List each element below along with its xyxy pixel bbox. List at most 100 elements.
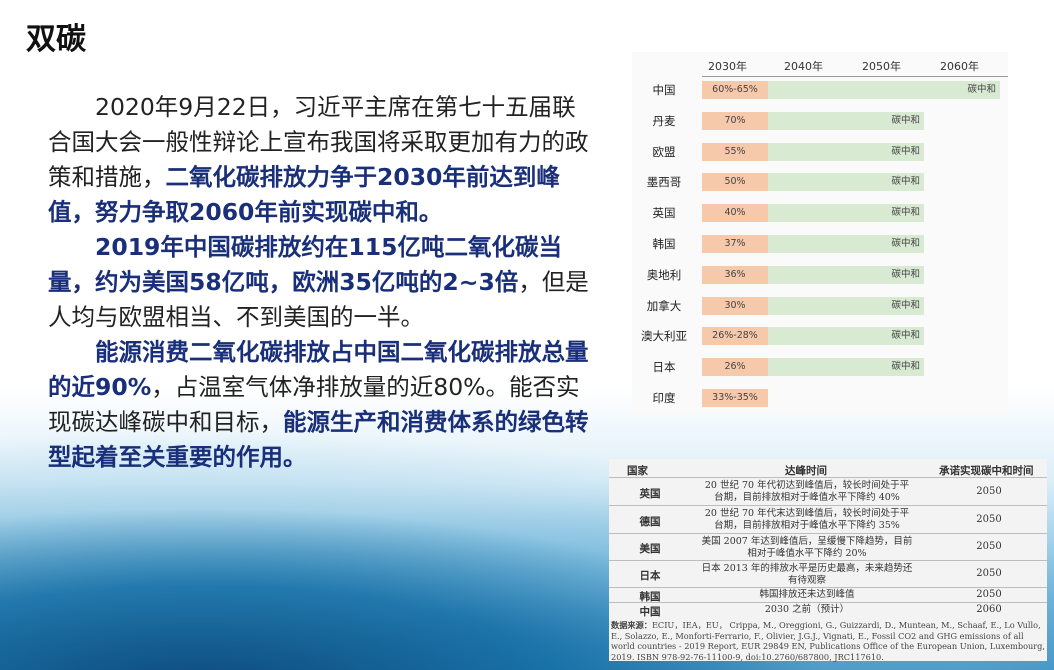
reduction-target-bar: 55% xyxy=(702,142,768,161)
reduction-target-bar: 26%-28% xyxy=(702,327,768,346)
country-label: 英国 xyxy=(652,206,676,221)
peak-neutral-table: 国家 达峰时间 承诺实现碳中和时间 数据来源：ECIU，IEA，EU， Crip… xyxy=(609,459,1047,662)
reduction-target-bar: 26% xyxy=(702,358,768,377)
year-header: 2050年 xyxy=(862,60,901,73)
neutral-target-bar: 碳中和 xyxy=(768,235,924,253)
country-label: 加拿大 xyxy=(646,298,682,313)
neutral-target-bar: 碳中和 xyxy=(768,173,924,192)
peak-time-line: 20 世纪 70 年代初达到峰值后，较长时间处于平 xyxy=(704,480,910,491)
reduction-target-bar: 70% xyxy=(702,111,768,130)
peak-time-line: 美国 2007 年达到峰值后，呈缓慢下降趋势，目前 xyxy=(701,536,913,547)
peak-time-line: 2030 之前（预计） xyxy=(764,604,850,615)
neutral-year-cell: 2060 xyxy=(976,604,1002,615)
country-label: 奥地利 xyxy=(646,267,682,282)
paragraph-3: 能源消费二氧化碳排放占中国二氧化碳排放总量的近90%，占温室气体净排放量的近80… xyxy=(48,335,596,475)
text-run: ，占温室气体净排放量的近80%。能否实现碳达峰碳中和目标， xyxy=(48,373,580,436)
country-cell: 德国 xyxy=(639,515,661,528)
timeline-row: 欧盟 55% 碳中和 xyxy=(632,142,1008,162)
neutral-target-bar: 碳中和 xyxy=(768,327,924,346)
timeline-row: 日本 26% 碳中和 xyxy=(632,357,1008,377)
timeline-row: 丹麦 70% 碳中和 xyxy=(632,111,1008,131)
paragraph-2: 2019年中国碳排放约在115亿吨二氧化碳当量，约为美国58亿吨，欧洲35亿吨的… xyxy=(48,230,596,335)
carbon-timeline-table: 2030年 2040年 2050年 2060年 中国 60%-65% 碳中和 丹麦 70% 碳中和… xyxy=(632,52,1008,414)
neutral-target-bar: 碳中和 xyxy=(768,81,1000,99)
country-label: 中国 xyxy=(652,83,676,97)
country-label: 韩国 xyxy=(652,237,676,251)
peak-time-line: 相对于峰值水平下降约 20% xyxy=(747,548,867,559)
col-header-peak: 达峰时间 xyxy=(785,465,827,477)
year-header: 2030年 xyxy=(708,60,747,73)
table-row: 美国 美国 2007 年达到峰值后，呈缓慢下降趋势，目前 相对于峰值水平下降约 20… xyxy=(609,533,1047,561)
peak-time-line: 台期，目前排放相对于峰值水平下降约 40% xyxy=(714,492,900,503)
table-row: 德国 20 世纪 70 年代末达到峰值后，较长时间处于平 台期，目前排放相对于峰值水… xyxy=(609,505,1047,534)
highlight-run: 能源生产和消费体系的绿色转型起着至关重要的作用。 xyxy=(48,408,589,471)
timeline-row: 印度 33%-35% xyxy=(632,388,1008,408)
country-cell: 韩国 xyxy=(639,591,661,603)
slide-body: 2020年9月22日，习近平主席在第七十五届联合国大会一般性辩论上宣布我国将采取… xyxy=(48,90,596,475)
year-header: 2060年 xyxy=(940,60,979,73)
timeline-axis xyxy=(702,76,1008,77)
peak-time-line: 20 世纪 70 年代末达到峰值后，较长时间处于平 xyxy=(704,508,910,519)
timeline-row: 加拿大 30% 碳中和 xyxy=(632,296,1008,316)
paragraph-1: 2020年9月22日，习近平主席在第七十五届联合国大会一般性辩论上宣布我国将采取… xyxy=(48,90,596,230)
peak-time-line: 台期，目前排放相对于峰值水平下降约 35% xyxy=(714,520,900,531)
text-run: 2020年9月22日，习近平主席在第七十五届联合国大会一般性辩论上宣布我国将采取… xyxy=(48,93,589,191)
neutral-target-bar: 碳中和 xyxy=(768,142,924,161)
highlight-run: 二氧化碳排放力争于2030年前达到峰值，努力争取2060年前实现碳中和。 xyxy=(48,163,560,226)
neutral-year-cell: 2050 xyxy=(976,513,1002,525)
reduction-target-bar: 33%-35% xyxy=(702,389,768,407)
country-cell: 英国 xyxy=(639,487,661,500)
reduction-target-bar: 30% xyxy=(702,296,768,315)
col-header-country: 国家 xyxy=(627,465,648,477)
timeline-row: 奥地利 36% 碳中和 xyxy=(632,265,1008,285)
country-label: 墨西哥 xyxy=(646,175,682,190)
neutral-year-cell: 2050 xyxy=(976,589,1002,600)
peak-time-cell: 2030 之前（预计） xyxy=(691,604,923,616)
col-header-neutral: 承诺实现碳中和时间 xyxy=(939,465,1034,477)
peak-time-line: 有待观察 xyxy=(787,575,826,586)
peak-time-cell: 20 世纪 70 年代初达到峰值后，较长时间处于平 台期，目前排放相对于峰值水平下… xyxy=(691,480,923,504)
neutral-target-bar: 碳中和 xyxy=(768,296,924,315)
table-row: 韩国 韩国排放还未达到峰值 2050 xyxy=(609,587,1047,603)
year-header: 2040年 xyxy=(784,60,823,73)
country-cell: 日本 xyxy=(639,570,661,582)
timeline-row: 韩国 37% 碳中和 xyxy=(632,234,1008,254)
neutral-target-bar: 碳中和 xyxy=(768,358,924,377)
neutral-target-bar: 碳中和 xyxy=(768,204,924,223)
source-text: ECIU，IEA，EU， Crippa, M., Oreggioni, G., … xyxy=(611,620,1046,662)
country-label: 印度 xyxy=(652,391,676,405)
neutral-target-bar: 碳中和 xyxy=(768,265,924,284)
neutral-year-cell: 2050 xyxy=(976,568,1002,579)
peak-time-cell: 日本 2013 年的排放水平是历史最高，未来趋势还 有待观察 xyxy=(691,563,923,587)
country-label: 丹麦 xyxy=(652,113,676,128)
timeline-row: 中国 60%-65% 碳中和 xyxy=(632,80,1008,100)
neutral-year-cell: 2050 xyxy=(976,541,1002,552)
slide-title: 双碳 xyxy=(26,22,86,57)
highlight-run: 能源消费二氧化碳排放占中国二氧化碳排放总量的近90% xyxy=(48,338,589,401)
table-row: 英国 20 世纪 70 年代初达到峰值后，较长时间处于平 台期，目前排放相对于峰值水… xyxy=(609,477,1047,506)
reduction-target-bar: 40% xyxy=(702,204,768,223)
timeline-row: 英国 40% 碳中和 xyxy=(632,203,1008,223)
country-label: 日本 xyxy=(652,360,676,375)
source-label: 数据来源： xyxy=(611,620,652,630)
text-run: ，但是人均与欧盟相当、不到美国的一半。 xyxy=(48,268,589,331)
reduction-target-bar: 37% xyxy=(702,235,768,253)
timeline-row: 墨西哥 50% 碳中和 xyxy=(632,172,1008,192)
neutral-target-bar: 碳中和 xyxy=(768,111,924,130)
source-note: 数据来源：ECIU，IEA，EU， Crippa, M., Oreggioni,… xyxy=(611,620,1047,662)
peak-time-cell: 韩国排放还未达到峰值 xyxy=(691,589,923,601)
peak-time-line: 日本 2013 年的排放水平是历史最高，未来趋势还 xyxy=(701,563,913,574)
peak-time-cell: 美国 2007 年达到峰值后，呈缓慢下降趋势，目前 相对于峰值水平下降约 20% xyxy=(691,536,923,560)
country-label: 澳大利亚 xyxy=(641,329,687,344)
country-cell: 中国 xyxy=(639,606,661,618)
reduction-target-bar: 60%-65% xyxy=(702,81,768,99)
peak-time-line: 韩国排放还未达到峰值 xyxy=(759,589,855,600)
country-cell: 美国 xyxy=(639,543,661,555)
neutral-year-cell: 2050 xyxy=(976,485,1002,497)
timeline-row: 澳大利亚 26%-28% 碳中和 xyxy=(632,326,1008,346)
table-row: 中国 2030 之前（预计） 2060 xyxy=(609,602,1047,618)
highlight-run: 2019年中国碳排放约在115亿吨二氧化碳当量，约为美国58亿吨，欧洲35亿吨的… xyxy=(48,233,562,296)
reduction-target-bar: 50% xyxy=(702,173,768,192)
reduction-target-bar: 36% xyxy=(702,265,768,284)
country-label: 欧盟 xyxy=(652,144,676,159)
